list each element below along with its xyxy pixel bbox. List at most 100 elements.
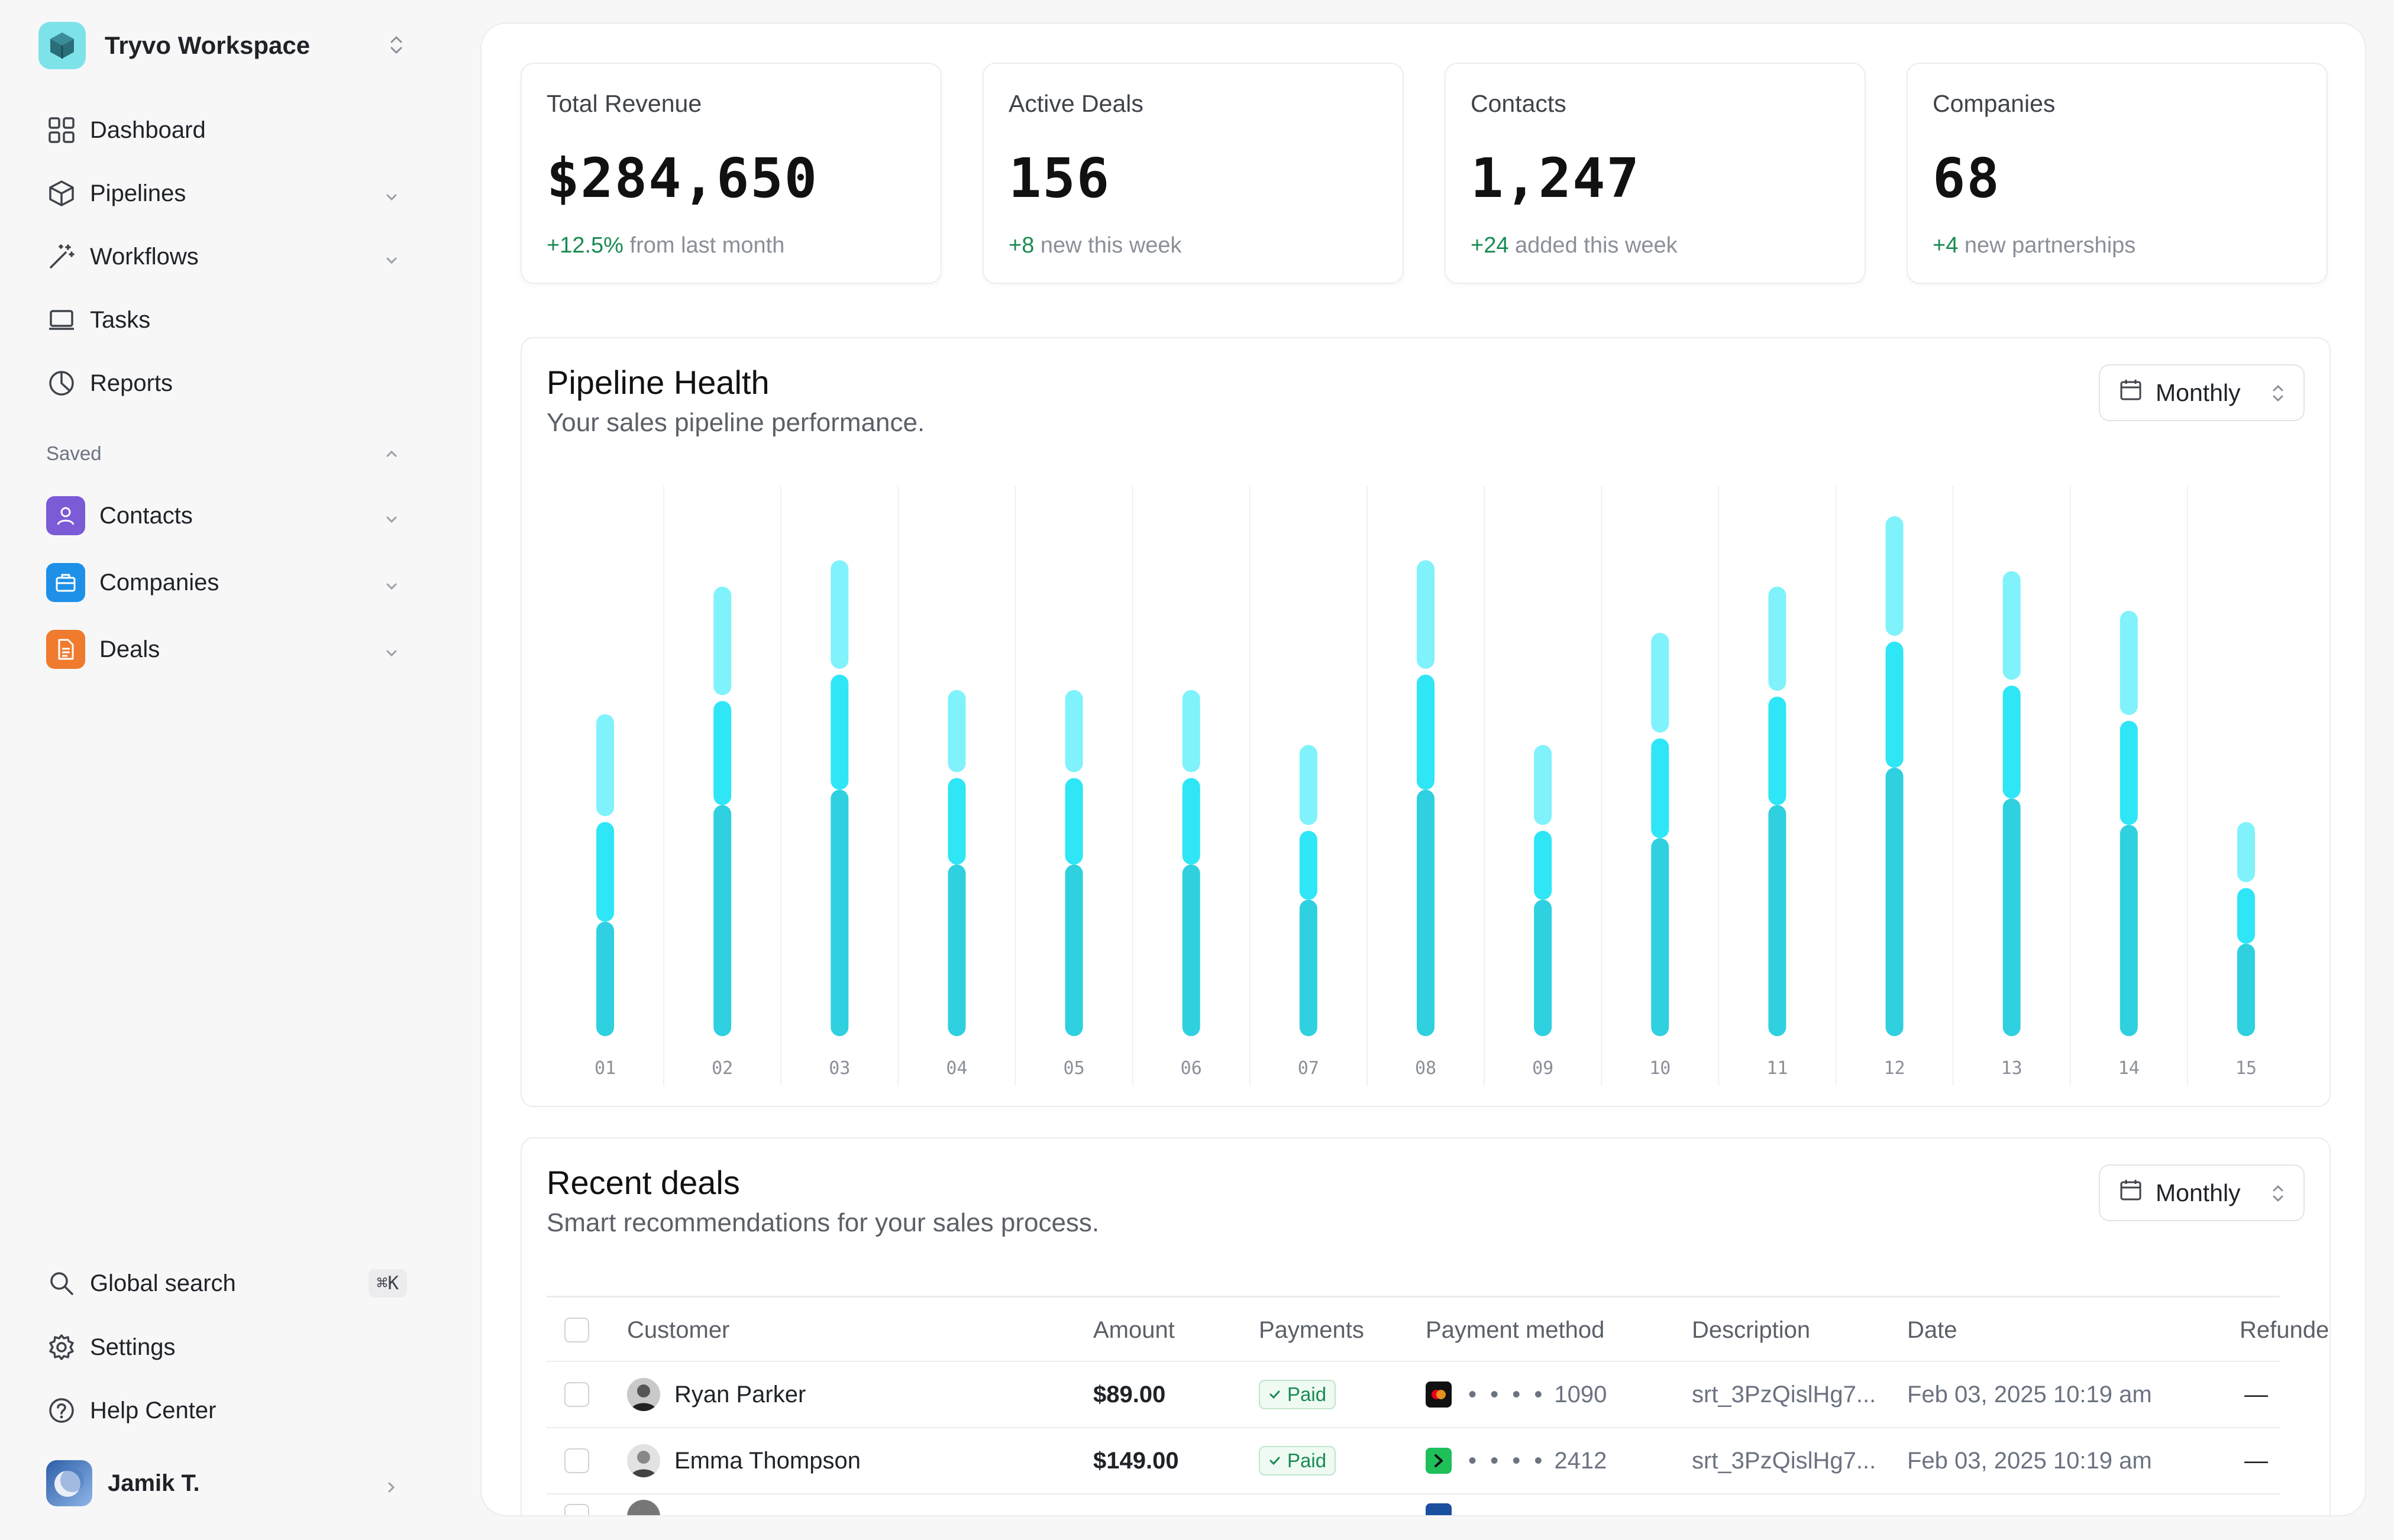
x-tick-label: 02 xyxy=(712,1058,733,1079)
bar-segment[interactable] xyxy=(2237,943,2255,1036)
saved-item-label: Contacts xyxy=(99,502,193,529)
stat-delta: +4 xyxy=(1933,233,1959,258)
nav-item-tasks[interactable]: Tasks xyxy=(46,296,407,344)
nav-item-settings[interactable]: Settings xyxy=(46,1324,407,1371)
sidebar: Tryvo Workspace Dashboard Pipelines Work… xyxy=(0,0,473,1540)
customer-cell: Ryan Parker xyxy=(627,1362,806,1427)
workspace-switcher[interactable]: Tryvo Workspace xyxy=(38,21,405,70)
bar-segment[interactable] xyxy=(1534,900,1552,1036)
nav-item-workflows[interactable]: Workflows xyxy=(46,233,407,280)
chevron-down-icon[interactable] xyxy=(383,574,400,601)
period-select[interactable]: Monthly xyxy=(2099,364,2305,421)
bar-segment[interactable] xyxy=(1534,830,1552,900)
bar-segment[interactable] xyxy=(713,586,732,695)
payment-method-cell: • • • • 2412 xyxy=(1426,1428,1607,1493)
bar-segment[interactable] xyxy=(1417,790,1435,1036)
saved-item-contacts[interactable]: Contacts xyxy=(46,492,407,539)
saved-section-header[interactable]: Saved xyxy=(46,442,407,465)
bar-segment[interactable] xyxy=(1651,738,1669,839)
bar-segment[interactable] xyxy=(831,560,849,669)
bar-segment[interactable] xyxy=(1768,805,1786,1036)
bar-segment[interactable] xyxy=(948,778,966,865)
bar-segment[interactable] xyxy=(596,921,615,1036)
column-header[interactable]: Payment method xyxy=(1426,1316,1605,1343)
table-row[interactable]: Emma Thompson $149.00 Paid • • • • 2412 … xyxy=(547,1428,2280,1494)
saved-item-deals[interactable]: Deals xyxy=(46,626,407,673)
bar-segment[interactable] xyxy=(831,790,849,1036)
chevron-down-icon[interactable] xyxy=(383,185,400,212)
nav-label: Help Center xyxy=(90,1397,217,1423)
x-tick-label: 01 xyxy=(595,1058,616,1079)
bar-segment[interactable] xyxy=(1417,560,1435,669)
bar-segment[interactable] xyxy=(1065,778,1083,865)
bar-segment[interactable] xyxy=(1651,838,1669,1036)
bar-segment[interactable] xyxy=(2002,571,2021,680)
user-menu[interactable]: Jamik T. xyxy=(46,1458,407,1508)
table-row[interactable]: Ryan Parker $89.00 Paid • • • • 1090 srt… xyxy=(547,1362,2280,1428)
nav-item-reports[interactable]: Reports xyxy=(46,360,407,407)
card-subtitle: Your sales pipeline performance. xyxy=(547,408,925,437)
bar-segment[interactable] xyxy=(1768,586,1786,691)
bar-segment[interactable] xyxy=(1534,745,1552,825)
period-select[interactable]: Monthly xyxy=(2099,1164,2305,1221)
bar-segment[interactable] xyxy=(2002,685,2021,799)
column-header[interactable]: Refunde xyxy=(2240,1316,2330,1343)
chevron-down-icon[interactable] xyxy=(383,641,400,668)
bar-segment[interactable] xyxy=(1182,864,1200,1036)
bar-segment[interactable] xyxy=(2237,822,2255,882)
nav-item-pipelines[interactable]: Pipelines xyxy=(46,170,407,217)
bar-segment[interactable] xyxy=(2120,610,2138,715)
bar-segment[interactable] xyxy=(1182,778,1200,865)
nav-item-global-search[interactable]: Global search ⌘K xyxy=(46,1260,407,1307)
column-header[interactable]: Date xyxy=(1907,1316,1957,1343)
bar-segment[interactable] xyxy=(596,714,615,816)
box-icon xyxy=(46,178,77,209)
column-header[interactable]: Customer xyxy=(627,1316,730,1343)
bar-segment[interactable] xyxy=(1885,768,1904,1036)
row-checkbox[interactable] xyxy=(564,1428,589,1493)
gear-icon xyxy=(46,1332,77,1363)
bar-segment[interactable] xyxy=(1768,696,1786,805)
bar-segment[interactable] xyxy=(2120,824,2138,1036)
keyboard-shortcut: ⌘K xyxy=(368,1269,407,1298)
nav-item-dashboard[interactable]: Dashboard xyxy=(46,106,407,154)
bar-segment[interactable] xyxy=(596,822,615,922)
column-header[interactable]: Payments xyxy=(1259,1316,1364,1343)
saved-item-companies[interactable]: Companies xyxy=(46,559,407,606)
table-row[interactable] xyxy=(547,1494,2280,1515)
bar-segment[interactable] xyxy=(1065,690,1083,772)
bar-segment[interactable] xyxy=(1417,674,1435,790)
bar-segment[interactable] xyxy=(1299,830,1317,900)
column-header[interactable]: Description xyxy=(1692,1316,1811,1343)
bar-segment[interactable] xyxy=(1651,633,1669,733)
chevron-down-icon[interactable] xyxy=(383,507,400,534)
x-tick-label: 03 xyxy=(829,1058,850,1079)
bar-segment[interactable] xyxy=(2237,888,2255,944)
bar-segment[interactable] xyxy=(713,805,732,1036)
period-value: Monthly xyxy=(2156,378,2241,406)
row-checkbox[interactable] xyxy=(564,1362,589,1427)
chevron-up-down-icon[interactable] xyxy=(387,33,405,60)
bar-segment[interactable] xyxy=(1182,690,1200,772)
saved-item-label: Companies xyxy=(99,569,219,596)
bar-segment[interactable] xyxy=(948,690,966,772)
bar-segment[interactable] xyxy=(1299,900,1317,1036)
chevron-right-icon[interactable] xyxy=(383,1475,400,1502)
nav-item-help-center[interactable]: Help Center xyxy=(46,1387,407,1434)
bar-segment[interactable] xyxy=(713,701,732,805)
bar-segment[interactable] xyxy=(2002,798,2021,1036)
x-tick-label: 13 xyxy=(2001,1058,2023,1079)
bar-segment[interactable] xyxy=(948,864,966,1036)
select-all-checkbox[interactable] xyxy=(564,1298,589,1363)
bar-segment[interactable] xyxy=(831,674,849,790)
chevron-down-icon[interactable] xyxy=(383,248,400,275)
column-header[interactable]: Amount xyxy=(1093,1316,1175,1343)
bar-segment[interactable] xyxy=(1299,745,1317,825)
bar-segment[interactable] xyxy=(2120,720,2138,825)
bar-segment[interactable] xyxy=(1065,864,1083,1036)
bar-segment[interactable] xyxy=(1885,641,1904,768)
chevron-up-icon[interactable] xyxy=(383,445,400,467)
calendar-icon xyxy=(2119,378,2143,407)
row-checkbox[interactable] xyxy=(564,1484,589,1515)
bar-segment[interactable] xyxy=(1885,516,1904,636)
